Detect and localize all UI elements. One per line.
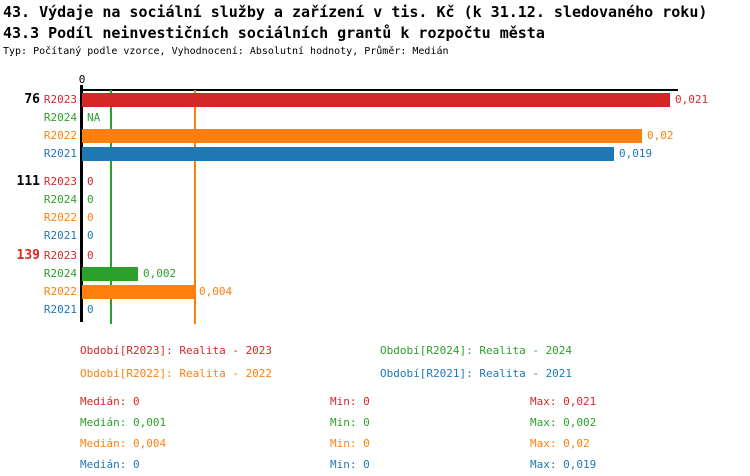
bar-value-label: 0 <box>87 303 94 316</box>
stat-median: Medián: 0,004 <box>80 437 167 450</box>
bar-row: R2024 NA <box>0 111 750 125</box>
bar <box>82 267 138 281</box>
stats-row-r2021: Medián: 0 Min: 0 Max: 0,019 <box>0 458 750 472</box>
bar <box>82 129 642 143</box>
group-label: 139 <box>16 248 40 263</box>
axis-line-vertical <box>80 85 83 322</box>
bar-row: R2024 0,002 <box>0 267 750 281</box>
bar-row: R2022 0,004 <box>0 285 750 299</box>
bar-row: R2022 0 <box>0 211 750 225</box>
group-label: 76 <box>24 92 40 107</box>
series-label: R2021 <box>43 147 77 160</box>
bar-row: R2021 0 <box>0 303 750 317</box>
series-label: R2022 <box>43 285 77 298</box>
bar <box>82 147 614 161</box>
bar-value-label: 0,019 <box>619 147 653 160</box>
axis-line-top <box>82 89 678 91</box>
bar-value-label: 0,021 <box>675 93 709 106</box>
bar <box>82 93 670 107</box>
stats-row-r2022: Medián: 0,004 Min: 0 Max: 0,02 <box>0 437 750 451</box>
series-label: R2023 <box>43 93 77 106</box>
legend-item-r2022: Období[R2022]: Realita - 2022 <box>80 367 273 380</box>
bar-row: R2023 0,021 <box>0 93 750 107</box>
chart-title-line1: 43. Výdaje na sociální služby a zařízení… <box>3 3 708 21</box>
chart-meta-line: Typ: Počítaný podle vzorce, Vyhodnocení:… <box>3 46 449 57</box>
stat-max: Max: 0,019 <box>530 458 597 471</box>
median-line-r2022 <box>194 90 196 324</box>
stat-min: Min: 0 <box>330 437 370 450</box>
group-label: 111 <box>16 174 40 189</box>
series-label: R2024 <box>43 193 77 206</box>
series-label: R2023 <box>43 175 77 188</box>
stat-min: Min: 0 <box>330 458 370 471</box>
series-label: R2021 <box>43 229 77 242</box>
stats-row-r2024: Medián: 0,001 Min: 0 Max: 0,002 <box>0 416 750 430</box>
stat-max: Max: 0,021 <box>530 395 597 408</box>
bar-value-label: 0 <box>87 211 94 224</box>
chart-title-line2: 43.3 Podíl neinvestičních sociálních gra… <box>3 24 545 42</box>
bar-value-label: NA <box>87 111 101 124</box>
median-line-r2024 <box>110 90 112 324</box>
stat-max: Max: 0,02 <box>530 437 590 450</box>
series-label: R2024 <box>43 267 77 280</box>
bar-value-label: 0,02 <box>647 129 674 142</box>
stats-row-r2023: Medián: 0 Min: 0 Max: 0,021 <box>0 395 750 409</box>
bar-row: R2021 0,019 <box>0 147 750 161</box>
bar-value-label: 0 <box>87 175 94 188</box>
stat-median: Medián: 0 <box>80 395 140 408</box>
bar-row: R2021 0 <box>0 229 750 243</box>
bar-value-label: 0,002 <box>143 267 177 280</box>
series-label: R2022 <box>43 211 77 224</box>
axis-zero-tick-label: 0 <box>78 73 86 86</box>
bar-row: R2023 0 <box>0 175 750 189</box>
series-label: R2021 <box>43 303 77 316</box>
stat-min: Min: 0 <box>330 395 370 408</box>
bar-row: R2022 0,02 <box>0 129 750 143</box>
bar-value-label: 0 <box>87 249 94 262</box>
stat-median: Medián: 0 <box>80 458 140 471</box>
stat-min: Min: 0 <box>330 416 370 429</box>
bar-row: R2023 0 <box>0 249 750 263</box>
legend-item-r2021: Období[R2021]: Realita - 2021 <box>380 367 573 380</box>
bar-value-label: 0,004 <box>199 285 233 298</box>
stat-median: Medián: 0,001 <box>80 416 167 429</box>
legend-item-r2024: Období[R2024]: Realita - 2024 <box>380 344 573 357</box>
bar-row: R2024 0 <box>0 193 750 207</box>
series-label: R2024 <box>43 111 77 124</box>
bar <box>82 285 194 299</box>
series-label: R2022 <box>43 129 77 142</box>
bar-value-label: 0 <box>87 229 94 242</box>
bar-value-label: 0 <box>87 193 94 206</box>
series-label: R2023 <box>43 249 77 262</box>
legend-item-r2023: Období[R2023]: Realita - 2023 <box>80 344 273 357</box>
stat-max: Max: 0,002 <box>530 416 597 429</box>
